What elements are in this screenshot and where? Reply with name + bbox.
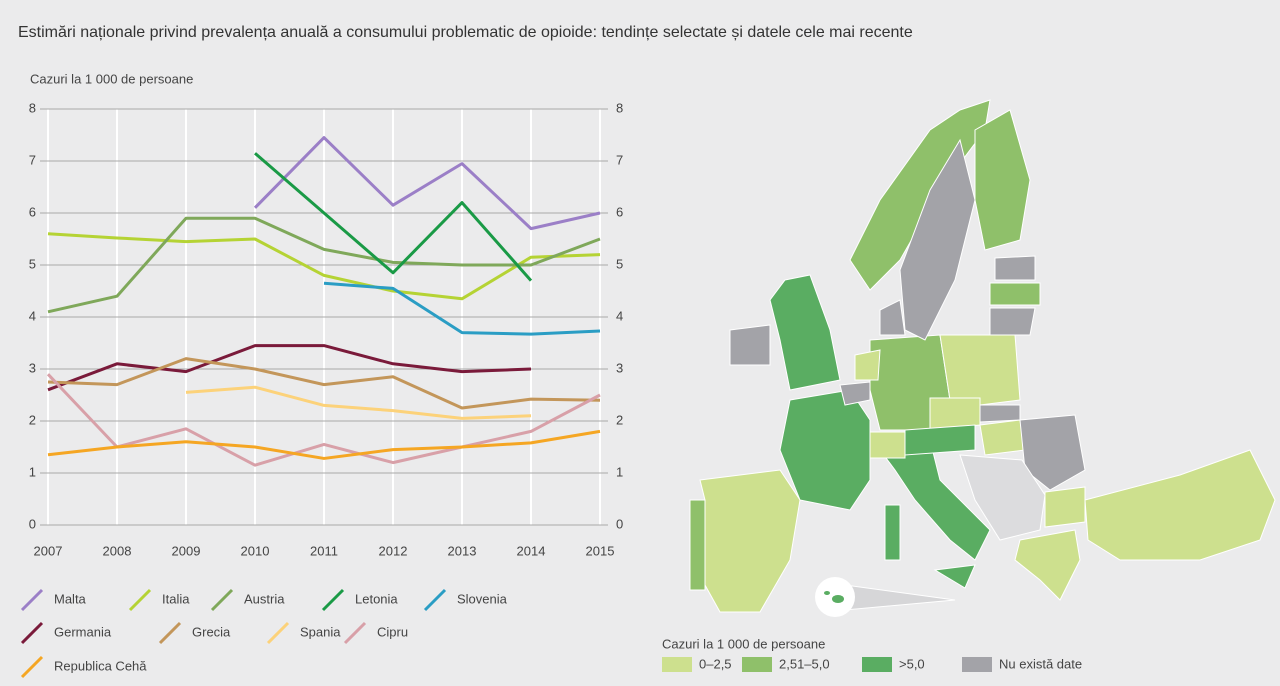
x-tick-label: 2009	[172, 543, 201, 558]
legend-swatch	[20, 588, 44, 612]
y-tick-label: 3	[29, 360, 36, 375]
region	[832, 595, 844, 603]
map-legend-label: 0–2,5	[699, 656, 732, 671]
y-tick-label: 0	[29, 516, 36, 531]
legend-swatch	[128, 588, 152, 612]
legend-label: Italia	[162, 591, 190, 606]
legend-swatch	[343, 621, 367, 645]
legend-swatch	[20, 621, 44, 645]
x-tick-label: 2012	[379, 543, 408, 558]
line	[253, 136, 601, 231]
legend-label: Germania	[54, 624, 112, 639]
legend-label: Spania	[300, 624, 341, 639]
region	[899, 138, 976, 341]
map-legend-label: >5,0	[899, 656, 925, 671]
y-tick-label: 1	[29, 464, 36, 479]
region	[979, 404, 1021, 423]
y2-tick-label: 6	[616, 204, 623, 219]
map	[689, 99, 1276, 617]
region	[854, 349, 881, 381]
y-tick-label: 6	[29, 204, 36, 219]
legend-swatch	[210, 588, 234, 612]
region	[1014, 529, 1081, 601]
y2-tick-label: 1	[616, 464, 623, 479]
region	[989, 307, 1036, 336]
line	[323, 281, 601, 336]
legend-swatch	[20, 655, 44, 679]
region	[1084, 449, 1276, 561]
region	[974, 109, 1031, 251]
x-tick-label: 2007	[34, 543, 63, 558]
map-legend-title: Cazuri la 1 000 de persoane	[662, 636, 825, 651]
region	[994, 255, 1036, 281]
x-tick-label: 2008	[103, 543, 132, 558]
y2-tick-label: 3	[616, 360, 623, 375]
map-legend-swatch	[662, 657, 692, 672]
region	[729, 324, 771, 366]
y-tick-label: 4	[29, 308, 36, 323]
y2-tick-label: 7	[616, 152, 623, 167]
legend-label: Austria	[244, 591, 285, 606]
line	[185, 385, 532, 420]
line	[47, 232, 601, 301]
region	[979, 419, 1026, 456]
legend-swatch	[321, 588, 345, 612]
region	[939, 334, 1021, 406]
region	[869, 431, 906, 459]
region	[904, 424, 976, 456]
line	[46, 373, 601, 467]
legend-label: Grecia	[192, 624, 231, 639]
legend-label: Malta	[54, 591, 87, 606]
region	[769, 274, 841, 391]
legend-label: Slovenia	[457, 591, 508, 606]
x-tick-label: 2014	[517, 543, 546, 558]
y-tick-label: 8	[29, 100, 36, 115]
legend-label: Republica Cehă	[54, 658, 147, 673]
legend-swatch	[266, 621, 290, 645]
region	[879, 299, 906, 336]
region	[959, 454, 1046, 541]
x-tick-label: 2010	[241, 543, 270, 558]
chart-title: Estimări naționale privind prevalența an…	[18, 24, 913, 41]
y2-tick-label: 4	[616, 308, 623, 323]
region	[1019, 414, 1086, 491]
y2-tick-label: 0	[616, 516, 623, 531]
legend-swatch	[158, 621, 182, 645]
region	[824, 591, 830, 595]
line	[47, 344, 532, 392]
line	[47, 216, 601, 314]
y2-tick-label: 8	[616, 100, 623, 115]
x-tick-label: 2011	[310, 543, 338, 558]
region	[933, 564, 976, 589]
y-axis-title: Cazuri la 1 000 de persoane	[30, 71, 193, 86]
y-tick-label: 7	[29, 152, 36, 167]
region	[989, 282, 1041, 306]
line	[47, 429, 601, 460]
y2-tick-label: 5	[616, 256, 623, 271]
region	[689, 499, 706, 591]
region	[1044, 486, 1086, 528]
legend-label: Letonia	[355, 591, 398, 606]
map-legend-label: 2,51–5,0	[779, 656, 830, 671]
y2-tick-label: 2	[616, 412, 623, 427]
y-tick-label: 5	[29, 256, 36, 271]
map-legend-swatch	[742, 657, 772, 672]
region	[884, 504, 901, 561]
line	[254, 152, 533, 282]
map-legend-swatch	[962, 657, 992, 672]
legend-swatch	[423, 588, 447, 612]
y-tick-label: 2	[29, 412, 36, 427]
map-legend-label: Nu există date	[999, 656, 1082, 671]
line	[47, 357, 601, 410]
x-tick-label: 2013	[448, 543, 477, 558]
region	[839, 381, 871, 406]
legend-label: Cipru	[377, 624, 408, 639]
map-legend-swatch	[862, 657, 892, 672]
x-tick-label: 2015	[586, 543, 615, 558]
